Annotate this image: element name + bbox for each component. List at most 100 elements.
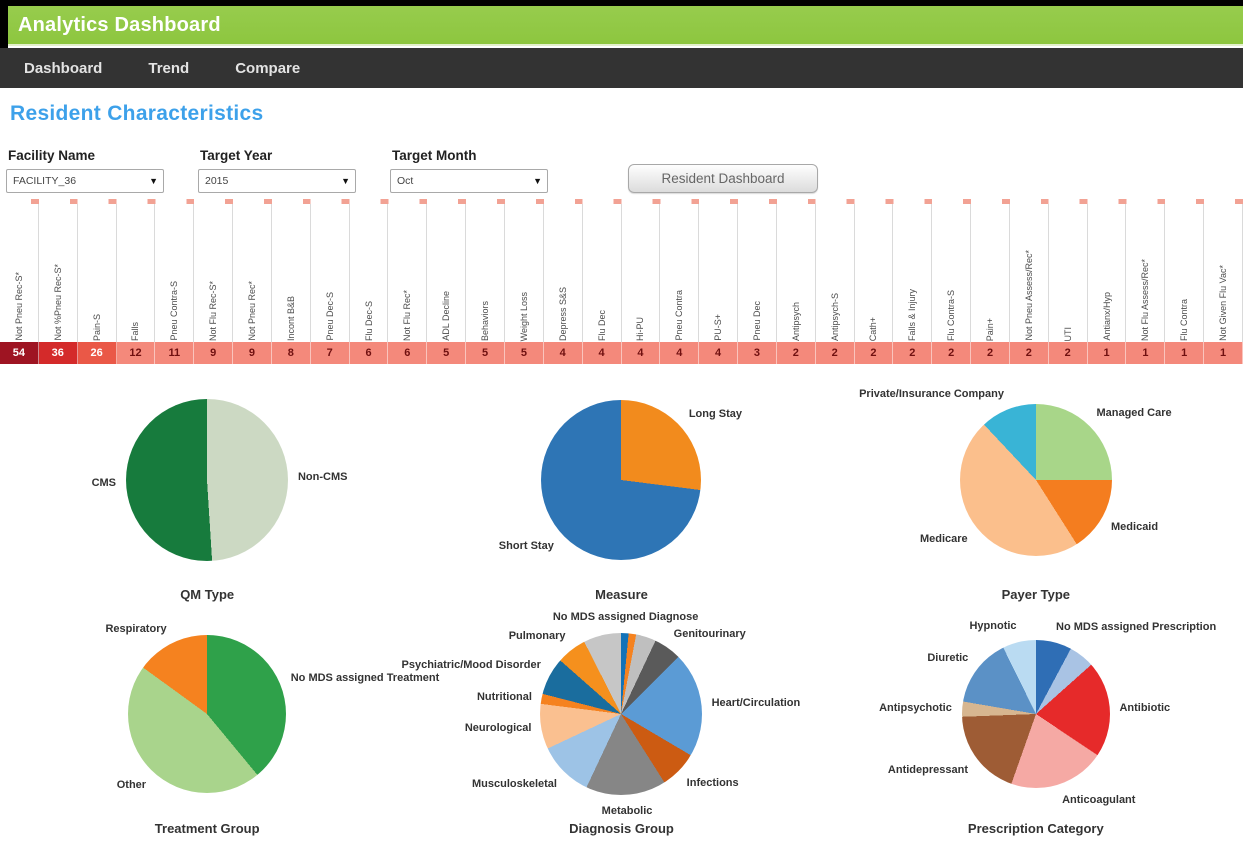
year-filter: Target Year 2015 ▼ (198, 148, 356, 193)
qm-column-label: Antipsych-S (829, 292, 840, 341)
qm-column-label: PU-S+ (713, 314, 724, 341)
pie-slice-label: Infections (686, 777, 739, 790)
qm-column-label: Not %Pneu Rec-S* (52, 264, 63, 341)
qm-column: Not Flu Rec-S* (194, 204, 234, 342)
treatment-group-pie[interactable] (128, 635, 287, 793)
month-filter: Target Month Oct ▼ (390, 148, 548, 193)
qm-column: Hi-PU (621, 204, 661, 342)
qm-column: Behaviors (466, 204, 505, 342)
qm-type-pie[interactable] (126, 399, 289, 561)
pie-slice-label: Private/Insurance Company (859, 388, 1004, 401)
pie-area: Long Stay Short Stay (414, 374, 828, 586)
qm-column: UTI (1048, 204, 1088, 342)
qm-column: Pain-S (77, 204, 117, 342)
qm-column: Flu Dec-S (349, 204, 389, 342)
qm-value-cell: 4 (660, 342, 700, 364)
pie-slice-label: Medicaid (1111, 521, 1159, 534)
page-title: Resident Characteristics (10, 102, 264, 125)
qm-column-label: ADL Decline (441, 291, 452, 341)
qm-column-label: Behaviors (480, 300, 491, 341)
qm-value-cell: 1 (1204, 342, 1243, 364)
pie-slice-label: Antipsychotic (879, 702, 952, 715)
app-header: Analytics Dashboard (0, 6, 1243, 46)
qm-value-cell: 2 (1048, 342, 1088, 364)
pie-slice-label: Nutritional (476, 690, 532, 703)
year-label: Target Year (200, 148, 273, 163)
nav-item-trend[interactable]: Trend (148, 59, 190, 77)
qm-column-label: Not Given Flu Vac* (1218, 265, 1229, 341)
qm-value-cell: 1 (1126, 342, 1166, 364)
chart-measure: Long Stay Short Stay Measure (414, 374, 828, 608)
qm-value-cell: 2 (971, 342, 1010, 364)
qm-column-label: Falls (130, 321, 141, 341)
chart-payer-type: Managed Care Medicaid Medicare Private/Insu… (829, 374, 1243, 608)
qm-column-label: Not Pneu Rec* (246, 281, 257, 341)
pie-slice-label: Hypnotic (969, 620, 1017, 633)
qm-value-cell: 2 (1009, 342, 1049, 364)
chart-title: Diagnosis Group (569, 821, 674, 836)
qm-column-label: Incont B&B (285, 295, 296, 341)
qm-value-cell: 12 (116, 342, 156, 364)
qm-value-cell: 54 (0, 342, 39, 364)
pie-slice-label: Heart/Circulation (711, 696, 801, 709)
chart-title: QM Type (180, 587, 235, 602)
pie-slice-label: Genitourinary (673, 627, 746, 640)
nav-item-dashboard[interactable]: Dashboard (24, 59, 103, 77)
qm-value-cell: 2 (776, 342, 816, 364)
app-title: Analytics Dashboard (18, 13, 221, 36)
prescription-category-pie[interactable] (961, 640, 1110, 788)
pie-slice-label: Neurological (464, 722, 532, 735)
main-nav: Dashboard Trend Compare (0, 48, 1243, 88)
pie-area: No MDS assigned Treatment Other Respirator… (0, 608, 439, 820)
measure-pie[interactable] (541, 400, 702, 560)
resident-dashboard-button[interactable]: Resident Dashboard (628, 164, 818, 193)
qm-value-cell: 1 (1165, 342, 1205, 364)
qm-column-label: Pain+ (985, 317, 996, 341)
filter-bar: Facility Name FACILITY_36 ▼ Target Year … (6, 148, 1243, 193)
qm-column: Flu Contra-S (932, 204, 972, 342)
qm-value-row: 54 36 26 12 11 9 9 8 7 6 6 5 5 5 4 4 4 4 4 3 2 2 2 2 2 2 2 2 1 1 1 1 (0, 342, 1243, 364)
qm-column: Pneu Contra-S (155, 204, 195, 342)
qm-column: Antianx/Hyp (1087, 204, 1127, 342)
qm-column: Antipsych (776, 204, 816, 342)
chart-diagnosis-group: No MDS assigned Diagnose Genitourinary Hea… (402, 608, 828, 842)
year-select-wrap: 2015 ▼ (198, 169, 356, 193)
pie-slice-label: Long Stay (688, 408, 742, 421)
facility-label: Facility Name (8, 148, 96, 163)
qm-column: Incont B&B (271, 204, 311, 342)
month-select[interactable]: Oct (390, 169, 548, 193)
diagnosis-group-pie[interactable] (540, 633, 703, 795)
payer-type-pie[interactable] (959, 404, 1112, 556)
qm-column-label: Not Flu Rec* (402, 289, 413, 341)
top-border (0, 0, 1243, 6)
qm-value-cell: 26 (77, 342, 117, 364)
qm-column: Pain+ (971, 204, 1010, 342)
qm-column-label: Depress S&S (557, 286, 568, 341)
qm-column-label: Cath+ (868, 316, 879, 341)
pie-slice-label: No MDS assigned Prescription (1056, 620, 1217, 633)
qm-value-cell: 4 (582, 342, 622, 364)
qm-column: Not Flu Assess/Rec* (1126, 204, 1166, 342)
qm-column-label: Pneu Dec-S (324, 292, 335, 341)
qm-value-cell: 4 (699, 342, 739, 364)
pie-slice-label: Diuretic (927, 651, 969, 664)
year-select[interactable]: 2015 (198, 169, 356, 193)
qm-value-cell: 6 (388, 342, 428, 364)
qm-column: Not Pneu Rec-S* (0, 204, 39, 342)
qm-column-label: UTI (1062, 326, 1073, 342)
month-label: Target Month (392, 148, 477, 163)
qm-value-cell: 7 (310, 342, 350, 364)
qm-column-label: Not Pneu Assess/Rec* (1023, 250, 1034, 341)
qm-column: Depress S&S (543, 204, 583, 342)
qm-column-label: Flu Contra (1179, 298, 1190, 341)
qm-column-headers: Not Pneu Rec-S* Not %Pneu Rec-S* Pain-S Fal… (0, 204, 1243, 342)
qm-column-label: Hi-PU (635, 317, 646, 341)
facility-select[interactable]: FACILITY_36 (6, 169, 164, 193)
qm-column-label: Not Flu Rec-S* (208, 280, 219, 341)
qm-value-cell: 6 (349, 342, 389, 364)
qm-column-label: Pain-S (91, 313, 102, 341)
qm-column-label: Not Pneu Rec-S* (13, 272, 24, 341)
nav-item-compare[interactable]: Compare (235, 59, 301, 77)
qm-value-cell: 5 (427, 342, 467, 364)
chart-qm-type: Non-CMS CMS QM Type (0, 374, 414, 608)
